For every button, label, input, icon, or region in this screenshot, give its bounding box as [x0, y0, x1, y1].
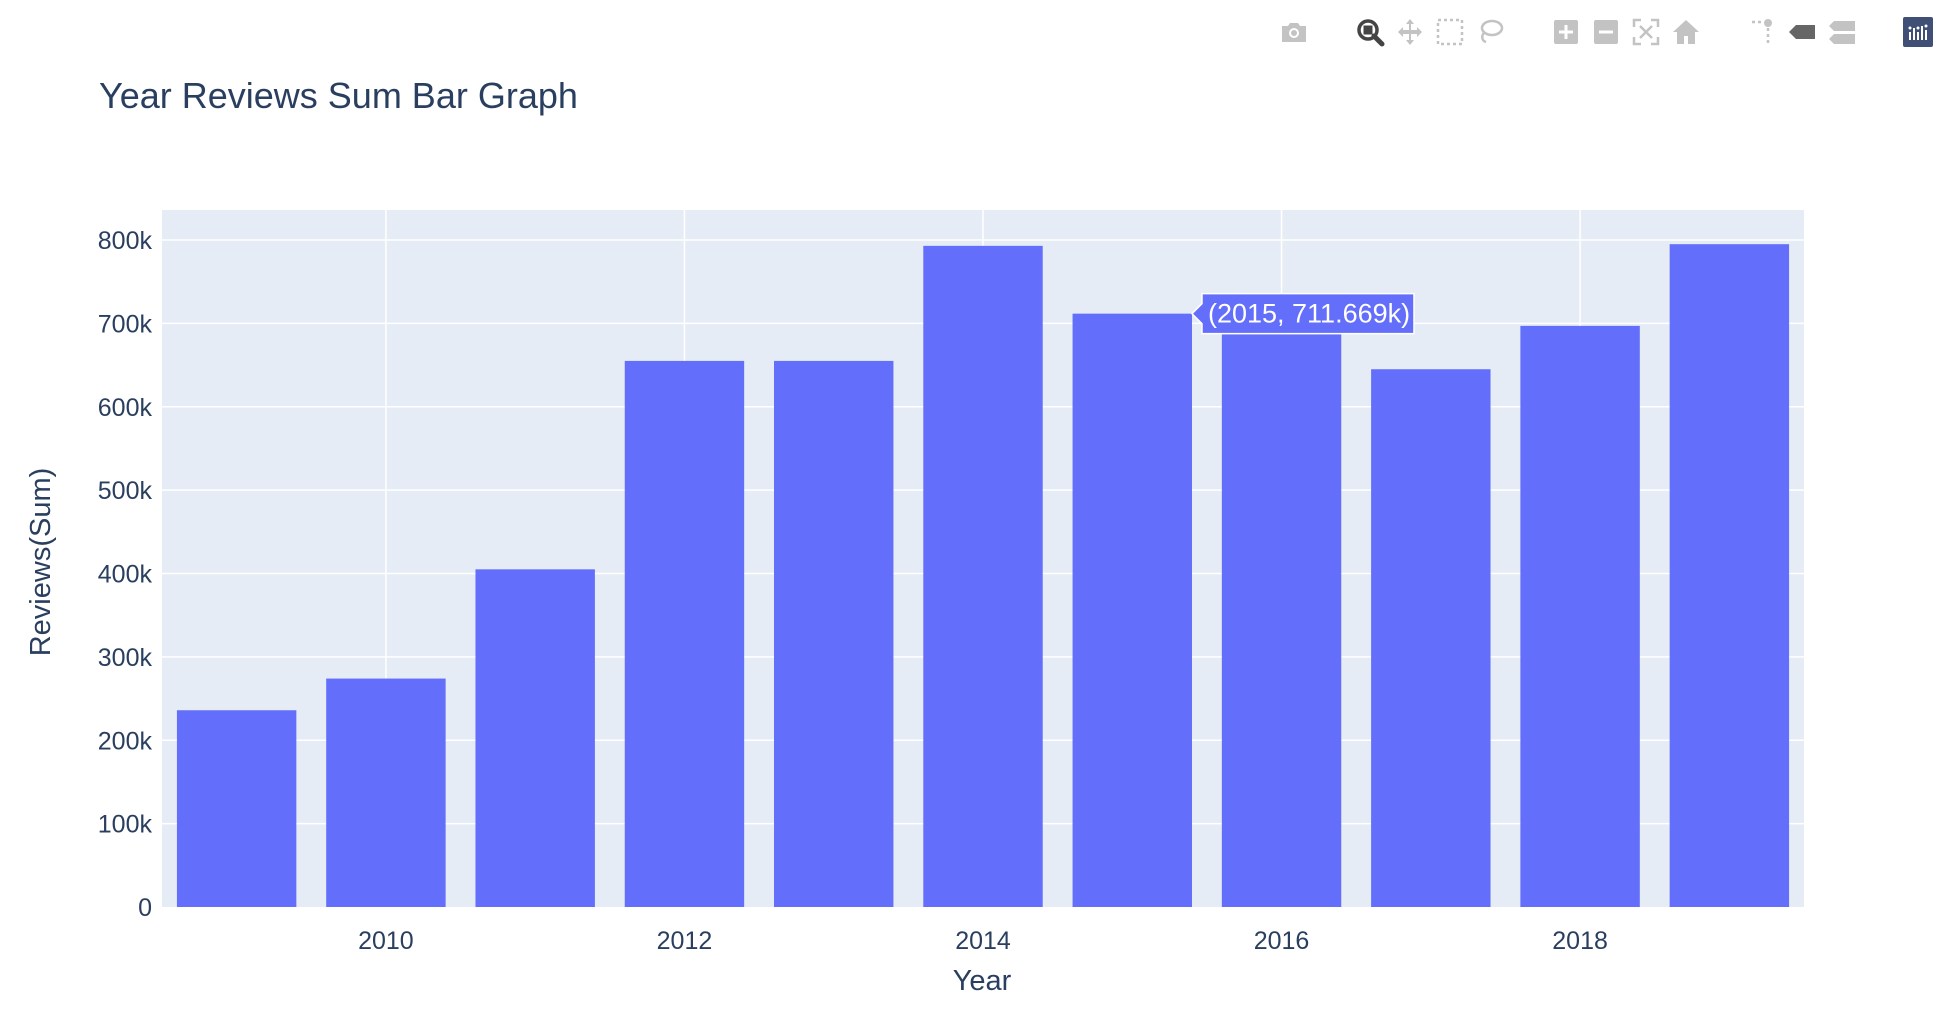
y-axis-title: Reviews(Sum)	[25, 468, 57, 657]
zoom-button[interactable]	[1350, 12, 1390, 52]
y-tick-label: 200k	[98, 727, 153, 755]
bar-2017[interactable]	[1371, 369, 1491, 908]
bar-2013[interactable]	[774, 360, 894, 907]
bar-2018[interactable]	[1520, 325, 1640, 907]
x-tick-label: 2012	[657, 927, 713, 955]
autoscale-icon	[1632, 18, 1660, 46]
lasso-select-icon	[1480, 19, 1504, 44]
modebar-group	[1898, 12, 1938, 52]
y-tick-label: 800k	[98, 227, 153, 255]
y-tick-label: 600k	[98, 394, 153, 422]
x-tick-label: 2016	[1254, 927, 1310, 955]
spike-lines-icon	[1752, 19, 1772, 43]
hover-closest-icon	[1789, 25, 1815, 39]
reset-axes-icon	[1673, 20, 1699, 44]
x-tick-label: 2014	[955, 927, 1011, 955]
y-tick-label: 100k	[98, 811, 153, 839]
modebar-group	[1350, 12, 1510, 52]
y-tick-label: 400k	[98, 561, 153, 589]
y-tick-label: 700k	[98, 310, 153, 338]
bars	[176, 244, 1790, 908]
camera-button[interactable]	[1274, 12, 1314, 52]
plotly-logo-button[interactable]	[1898, 12, 1938, 52]
reset-axes-button[interactable]	[1666, 12, 1706, 52]
bar-2015[interactable]	[1072, 313, 1192, 907]
bar-2019[interactable]	[1669, 244, 1790, 908]
spike-lines-button[interactable]	[1742, 12, 1782, 52]
bar-2016[interactable]	[1221, 334, 1342, 907]
modebar-group	[1546, 12, 1706, 52]
plotly-logo-icon	[1903, 17, 1933, 47]
lasso-select-button[interactable]	[1470, 12, 1510, 52]
bar-2012[interactable]	[624, 360, 745, 907]
y-tick-label: 500k	[98, 477, 153, 505]
pan-button[interactable]	[1390, 12, 1430, 52]
hover-tooltip: (2015, 711.669k)	[1190, 292, 1415, 335]
camera-icon	[1282, 23, 1306, 42]
chart-title: Year Reviews Sum Bar Graph	[99, 75, 578, 116]
box-select-icon	[1436, 18, 1464, 46]
x-tick-label: 2010	[358, 927, 414, 955]
y-axis-ticks: 0 100k 200k 300k 400k 500k 600k 700k 800k	[98, 227, 153, 922]
zoom-in-icon	[1554, 20, 1578, 44]
modebar-group	[1742, 12, 1862, 52]
hover-closest-button[interactable]	[1782, 12, 1822, 52]
zoom-out-button[interactable]	[1586, 12, 1626, 52]
y-tick-label: 0	[138, 894, 152, 922]
modebar-group	[1274, 12, 1314, 52]
bar-2009[interactable]	[176, 710, 297, 907]
autoscale-button[interactable]	[1626, 12, 1666, 52]
y-tick-label: 300k	[98, 644, 153, 672]
x-tick-label: 2018	[1552, 927, 1608, 955]
modebar	[1238, 10, 1938, 54]
bar-2011[interactable]	[475, 569, 595, 907]
hover-label: (2015, 711.669k)	[1208, 299, 1410, 329]
x-axis-ticks: 2010 2012 2014 2016 2018	[358, 927, 1608, 955]
box-select-button[interactable]	[1430, 12, 1470, 52]
zoom-out-icon	[1594, 20, 1618, 44]
x-axis-title: Year	[953, 965, 1012, 997]
hover-compare-button[interactable]	[1822, 12, 1862, 52]
hover-box	[1190, 292, 1415, 335]
bar-2014[interactable]	[923, 245, 1043, 908]
zoom-in-button[interactable]	[1546, 12, 1586, 52]
zoom-icon	[1357, 19, 1385, 47]
bar-2010[interactable]	[326, 678, 446, 907]
hover-compare-icon	[1829, 21, 1855, 44]
pan-icon	[1398, 19, 1422, 45]
